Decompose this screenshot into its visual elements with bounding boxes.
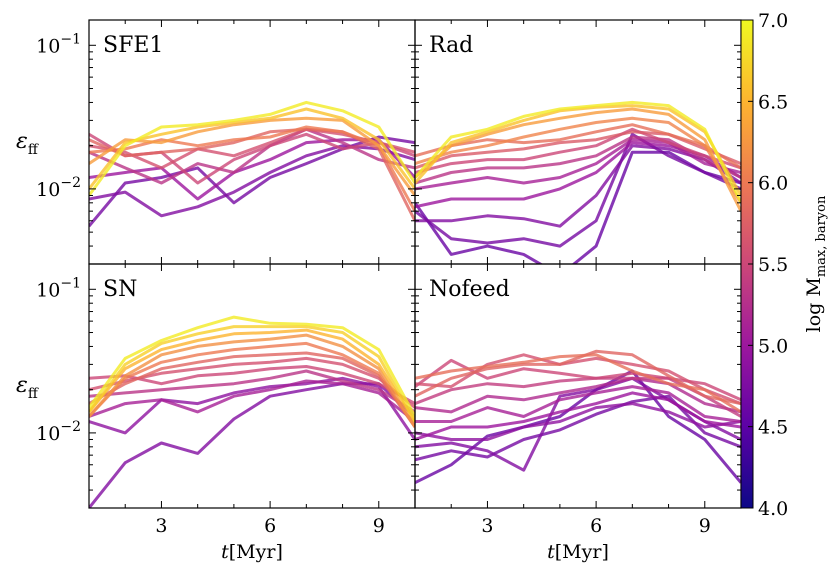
panel-rad: Rad	[414, 19, 742, 265]
labels-layer: 10−2 10−1 εff 10−2 10−1 εff 3 6 9 t[Myr] 3 6 9 t[Myr]	[16, 31, 711, 563]
colorbar-tick-label: 5.5	[758, 254, 788, 276]
series-line-3	[415, 107, 741, 212]
series-line-2	[415, 104, 741, 197]
series-group	[89, 315, 415, 508]
series-group	[89, 100, 415, 228]
series-line-7	[415, 385, 741, 423]
series-group	[415, 100, 741, 264]
x-tick-label: 9	[373, 515, 385, 537]
panels-layer: SFE1 Rad SN Nofeed	[88, 19, 742, 509]
series-line-11	[415, 394, 741, 462]
ticks	[414, 20, 742, 265]
series-line-1	[415, 100, 741, 204]
series-line-11	[89, 376, 415, 441]
x-axis-label: t[Myr]	[547, 541, 609, 563]
series-line-6	[89, 351, 415, 428]
series-line-5	[415, 123, 741, 170]
series-line-6	[415, 130, 741, 170]
panel-sn: SN	[88, 263, 416, 509]
series-line-4	[89, 333, 415, 428]
series-line-9	[89, 369, 415, 414]
panel-nofeed: Nofeed	[414, 263, 742, 509]
colorbar-tick-label: 5.0	[758, 335, 788, 357]
ticks	[414, 264, 742, 509]
x-tick-label: 3	[155, 515, 167, 537]
y-tick-label: 10−2	[36, 419, 81, 445]
series-line-4	[415, 116, 741, 204]
panel-title: SN	[103, 277, 137, 302]
series-line-12	[415, 132, 741, 248]
colorbar-tick-label: 6.5	[758, 91, 788, 113]
series-line-6	[415, 376, 741, 414]
x-tick-label: 6	[264, 515, 276, 537]
x-tick-label: 9	[699, 515, 711, 537]
series-line-5	[89, 341, 415, 428]
panel-title: SFE1	[103, 33, 163, 58]
series-group	[415, 349, 741, 485]
panel-title: Rad	[429, 33, 473, 58]
colorbar-tick-label: 4.0	[758, 498, 788, 520]
colorbar: 4.0 4.5 5.0 5.5 6.0 6.5 7.0 log Mmax, baryon	[740, 10, 829, 520]
series-line-8	[89, 127, 415, 185]
y-tick-label: 10−1	[36, 31, 81, 57]
series-line-11	[89, 135, 415, 228]
ticks	[88, 20, 416, 265]
series-line-13	[415, 150, 741, 264]
series-line-2	[89, 325, 415, 423]
x-tick-label: 3	[481, 515, 493, 537]
series-line-4	[89, 125, 415, 212]
series-line-1	[89, 100, 415, 197]
x-tick-label: 6	[590, 515, 602, 537]
ticks	[88, 264, 416, 509]
series-line-12	[415, 369, 741, 485]
y-axis-label: εff	[16, 129, 39, 158]
series-line-1	[89, 315, 415, 418]
series-line-9	[415, 402, 741, 441]
x-axis-label: t[Myr]	[221, 541, 283, 563]
colorbar-tick-label: 6.0	[758, 173, 788, 195]
series-line-10	[89, 379, 415, 423]
series-line-2	[89, 107, 415, 190]
colorbar-label: log Mmax, baryon	[803, 195, 829, 332]
series-line-10	[89, 144, 415, 218]
series-line-5	[89, 127, 415, 222]
colorbar-tick-label: 7.0	[758, 10, 788, 32]
panel-title: Nofeed	[429, 277, 510, 302]
series-line-8	[415, 391, 741, 441]
colorbar-tick-label: 4.5	[758, 417, 788, 439]
series-line-7	[415, 127, 741, 174]
series-line-1	[415, 353, 741, 414]
series-line-9	[415, 138, 741, 191]
series-line-3	[89, 116, 415, 197]
y-axis-label: εff	[16, 373, 39, 402]
y-tick-label: 10−2	[36, 175, 81, 201]
series-line-8	[89, 365, 415, 405]
series-line-3	[89, 328, 415, 423]
panel-sfe1: SFE1	[88, 19, 416, 265]
y-tick-label: 10−1	[36, 275, 81, 301]
series-line-3	[415, 353, 741, 406]
